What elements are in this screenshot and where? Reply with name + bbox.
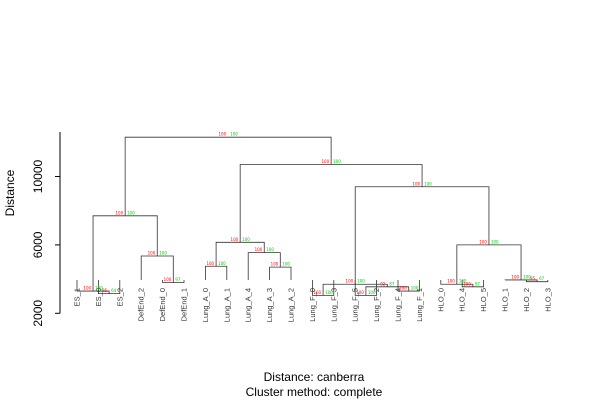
au-pvalue: 100	[148, 251, 156, 256]
au-pvalue: 100	[206, 261, 214, 266]
leaf-label: Lung_F_4	[394, 288, 403, 322]
leaf-label: ES_2	[115, 288, 124, 306]
bp-pvalue: 100	[523, 274, 531, 279]
au-pvalue: 100	[255, 247, 263, 252]
au-pvalue: 100	[479, 239, 487, 244]
y-axis: 2000 6000 10000	[31, 132, 61, 327]
leaf-label: Lung_F_3	[329, 288, 338, 322]
au-pvalue: 100	[83, 286, 91, 291]
leaf-label: Lung_A_1	[222, 288, 231, 322]
leaf-label: ES_0	[94, 288, 103, 306]
leaf-label: Lung_F_5	[351, 288, 360, 322]
au-pvalue: 100	[116, 210, 124, 215]
leaf-label: ES_1	[73, 288, 82, 306]
bp-pvalue: 100	[491, 239, 499, 244]
bp-pvalue: 100	[242, 237, 250, 242]
bp-pvalue: 100	[333, 159, 341, 164]
bp-pvalue: 100	[411, 286, 419, 291]
bp-pvalue: 100	[357, 279, 365, 284]
au-pvalue: 100	[356, 290, 364, 295]
leaf-label: DefEnd_1	[180, 288, 189, 321]
leaf-label: HLO_4	[458, 288, 467, 312]
bp-pvalue: 100	[282, 262, 290, 267]
au-pvalue: 95	[530, 276, 536, 281]
branch-m20	[354, 186, 490, 285]
bp-pvalue: 87	[389, 281, 395, 286]
leaf-label: DefEnd_2	[137, 288, 146, 321]
bp-pvalue: 100	[368, 290, 376, 295]
au-pvalue: 100	[321, 159, 329, 164]
distance-subtitle: Distance: canberra	[264, 370, 365, 384]
y-tick-label: 10000	[31, 159, 45, 193]
bp-pvalue: 100	[459, 279, 467, 284]
bp-pvalue: 97	[175, 277, 181, 282]
leaf-label: HLO_2	[522, 288, 531, 312]
au-pvalue: 100	[463, 281, 471, 286]
bp-pvalue: 67	[539, 276, 545, 281]
au-pvalue: 100	[271, 262, 279, 267]
leaf-labels: ES_1 ES_0 ES_2 DefEnd_2 DefEnd_0 DefEnd_1 Lung…	[73, 288, 553, 322]
bp-pvalue: 100	[230, 132, 238, 137]
au-pvalue: 100	[511, 274, 519, 279]
leaf-label: Lung_A_3	[265, 288, 274, 322]
au-pvalue: 100	[218, 132, 226, 137]
bp-pvalue: 100	[218, 261, 226, 266]
au-pvalue: 92	[380, 281, 386, 286]
leaf-label: Lung_A_4	[244, 288, 253, 322]
au-pvalue: 100	[412, 181, 420, 186]
au-pvalue: 100	[231, 237, 239, 242]
au-pvalue: 100	[313, 290, 321, 295]
bp-pvalue: 100	[424, 181, 432, 186]
bp-pvalue: 100	[95, 286, 103, 291]
leaf-label: HLO_3	[543, 288, 552, 312]
branch-m21	[239, 164, 423, 243]
leaf-label: HLO_5	[479, 288, 488, 312]
leaf-label: Lung_F_0	[308, 288, 317, 322]
au-pvalue: 100	[399, 286, 407, 291]
leaf-label: Lung_A_2	[287, 288, 296, 322]
bp-pvalue: 100	[266, 247, 274, 252]
y-axis-label: Distance	[3, 169, 17, 216]
au-pvalue: 100	[346, 279, 354, 284]
dendrogram-branches	[76, 136, 549, 296]
y-tick-label: 2000	[31, 300, 45, 327]
cluster-method-subtitle: Cluster method: complete	[246, 385, 383, 399]
bp-pvalue: 100	[127, 210, 135, 215]
y-tick-label: 6000	[31, 231, 45, 258]
bp-pvalue: 64	[111, 288, 117, 293]
leaf-label: HLO_1	[501, 288, 510, 312]
leaf-label: DefEnd_0	[158, 288, 167, 321]
leaf-label: Lung_F_1	[415, 288, 424, 322]
branch-m6	[269, 266, 292, 280]
bp-pvalue: 100	[159, 251, 167, 256]
au-pvalue: 100	[447, 279, 455, 284]
au-pvalue: 95	[102, 288, 108, 293]
leaf-label: HLO_0	[436, 288, 445, 312]
leaf-label: Lung_A_0	[201, 288, 210, 322]
branch-m8	[205, 265, 228, 280]
branch-m22	[124, 136, 332, 216]
au-pvalue: 100	[164, 277, 172, 282]
bp-pvalue: 100	[325, 290, 333, 295]
leaf-label: Lung_F_2	[372, 288, 381, 322]
bp-pvalue: 97	[475, 281, 481, 286]
